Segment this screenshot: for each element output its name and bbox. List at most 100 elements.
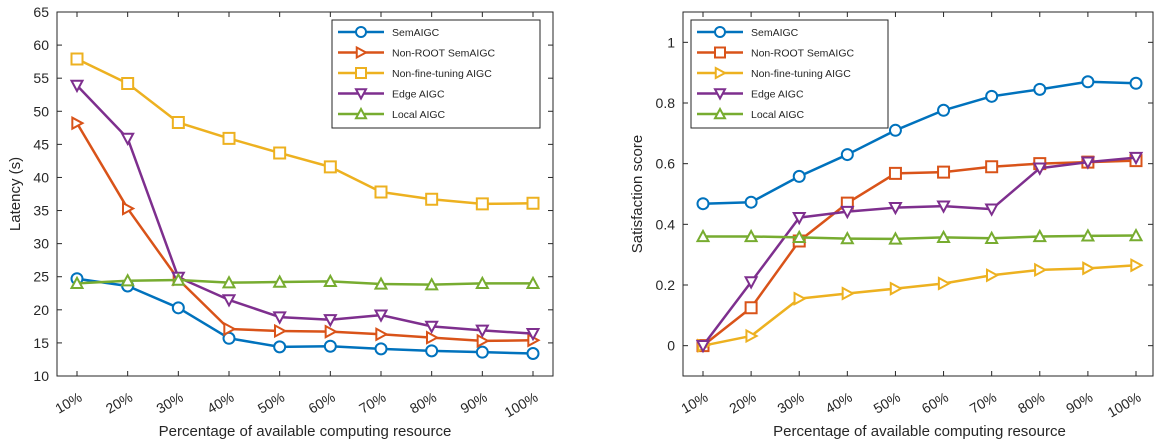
y-tick-label: 35 [33, 203, 49, 219]
x-tick-label: 40% [823, 389, 855, 417]
legend-label: Non-ROOT SemAIGC [751, 48, 854, 60]
data-point [985, 268, 1000, 283]
x-tick-label: 90% [1063, 389, 1095, 417]
legend: SemAIGC Non-ROOT SemAIGC Non-fine-tuning A… [690, 19, 889, 129]
data-point [985, 89, 999, 103]
data-point [526, 196, 540, 210]
data-point [375, 327, 389, 342]
data-point [1128, 151, 1144, 166]
legend-marker [355, 26, 367, 38]
data-point [475, 197, 489, 211]
x-tick-label: 30% [774, 389, 806, 417]
data-point [889, 281, 904, 296]
y-tick-label: 0.6 [656, 156, 676, 172]
x-tick-label: 60% [306, 389, 338, 417]
series-line [76, 277, 534, 355]
data-point [374, 185, 388, 199]
plot-area [682, 11, 1154, 377]
data-point [171, 272, 186, 286]
x-axis-label: Percentage of available computing resour… [773, 423, 1066, 440]
data-point [937, 103, 951, 117]
series-non-fine-tuning-aigc [70, 52, 540, 211]
data-point [272, 311, 287, 325]
legend-marker [714, 66, 728, 80]
x-tick-label: 70% [967, 389, 999, 417]
series-line [702, 156, 1137, 347]
legend-label: Edge AIGC [392, 89, 445, 101]
data-point [324, 324, 338, 339]
data-point [695, 228, 711, 243]
data-point [792, 169, 806, 183]
data-point [425, 330, 440, 345]
legend-marker [714, 26, 726, 38]
data-point [744, 301, 758, 315]
y-tick-label: 0.4 [656, 216, 676, 232]
data-point [888, 123, 902, 137]
data-point [221, 294, 237, 308]
data-point [425, 344, 439, 358]
data-point [792, 211, 807, 226]
data-point [792, 229, 807, 244]
y-tick-label: 50 [33, 103, 49, 119]
x-tick-label: 10% [52, 389, 84, 417]
data-point [1080, 156, 1096, 170]
data-point [475, 345, 489, 359]
series-line [702, 159, 1137, 347]
data-point [476, 333, 490, 349]
series-line [75, 122, 534, 343]
y-tick-label: 0.8 [656, 95, 676, 111]
series-line [702, 264, 1137, 347]
data-point [840, 205, 855, 220]
legend-marker [354, 88, 368, 101]
data-point [221, 275, 237, 289]
data-point [71, 116, 85, 131]
series-semaigc [70, 272, 540, 360]
x-tick-label: 100% [501, 389, 540, 421]
data-point [745, 328, 759, 344]
x-axis-label: Percentage of available computing resour… [159, 423, 452, 440]
data-point [1032, 162, 1047, 176]
y-tick-label: 0.2 [656, 277, 676, 293]
data-point [121, 76, 135, 90]
series-non-root-semaigc [71, 116, 541, 349]
data-point [70, 52, 84, 66]
data-point [425, 192, 439, 206]
legend-marker [713, 88, 727, 101]
series-local-aigc [69, 272, 541, 291]
y-tick-label: 20 [33, 302, 49, 318]
series-line [702, 80, 1137, 205]
data-point [743, 228, 759, 243]
data-point [272, 274, 287, 288]
chart-2: 0 0.2 0.4 0.6 0.8 1 10% 20% 30% 40% 50% 60% 70% 80% 90… [629, 11, 1154, 440]
x-tick-label: 90% [458, 389, 490, 417]
legend-marker [713, 106, 727, 120]
data-point [743, 276, 759, 290]
data-point [374, 342, 388, 356]
legend-marker [714, 46, 726, 59]
data-point [223, 321, 237, 337]
series-semaigc [696, 75, 1143, 211]
data-point [222, 131, 236, 145]
data-point [373, 276, 389, 290]
data-point [696, 197, 710, 211]
data-point [424, 277, 439, 291]
y-tick-label: 60 [33, 37, 49, 53]
data-point [985, 160, 999, 174]
data-point [840, 148, 854, 162]
y-axis-label: Latency (s) [7, 157, 24, 231]
plot-area [56, 11, 554, 377]
data-point [69, 275, 85, 290]
data-point [1032, 228, 1047, 243]
data-point [1128, 227, 1144, 242]
series-non-root-semaigc [696, 154, 1143, 353]
data-point [373, 309, 389, 323]
data-point [888, 201, 903, 216]
data-point [525, 275, 541, 290]
x-tick-label: 50% [871, 389, 903, 417]
data-point [273, 340, 287, 354]
data-point [937, 165, 951, 179]
series-non-fine-tuning-aigc [697, 258, 1144, 353]
y-axis-label: Satisfaction score [629, 135, 646, 253]
legend-label: SemAIGC [392, 27, 440, 39]
